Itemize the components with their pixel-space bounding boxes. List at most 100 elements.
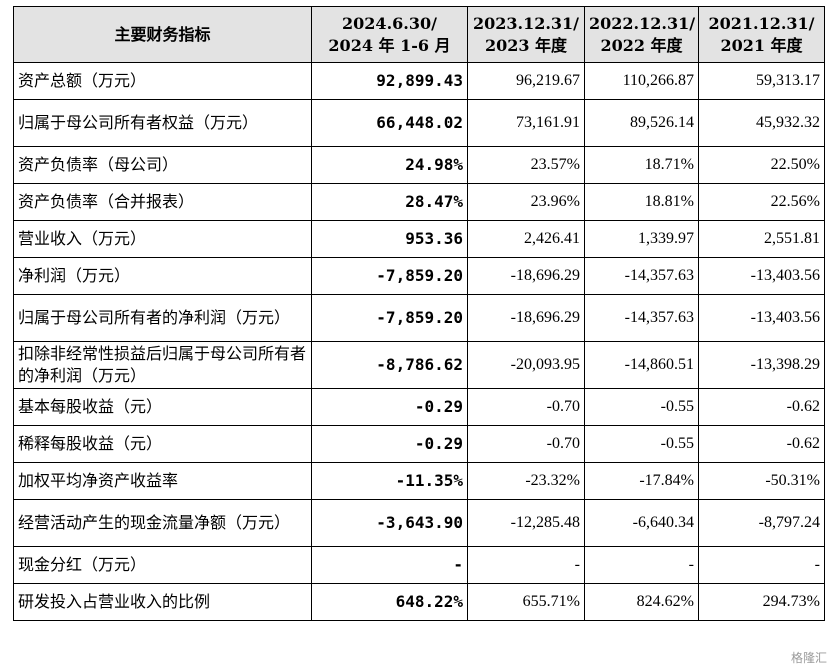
value-2024h1: 28.47%	[311, 183, 468, 221]
row-label: 资产总额（万元）	[13, 62, 312, 100]
header-text: 2022 年度	[600, 35, 683, 55]
value-2021: -	[698, 546, 825, 584]
value-2022: -14,357.63	[584, 257, 699, 295]
row-label: 现金分红（万元）	[13, 546, 312, 584]
row-label: 营业收入（万元）	[13, 220, 312, 258]
value-2022: -14,860.51	[584, 341, 699, 389]
value-2021: -50.31%	[698, 462, 825, 500]
value-2023: -23.32%	[467, 462, 585, 500]
watermark-logo: 格隆汇	[790, 651, 827, 665]
value-2021: -0.62	[698, 425, 825, 463]
value-2023: 655.71%	[467, 583, 585, 621]
table-row: 资产总额（万元） 92,899.43 96,219.67 110,266.87 …	[13, 62, 825, 100]
value-2024h1: -0.29	[311, 425, 468, 463]
row-label: 净利润（万元）	[13, 257, 312, 295]
value-2022: -0.55	[584, 425, 699, 463]
value-2024h1: -	[311, 546, 468, 584]
value-2021: 45,932.32	[698, 99, 825, 147]
value-2021: 2,551.81	[698, 220, 825, 258]
value-2022: 110,266.87	[584, 62, 699, 100]
header-period-2021: 2021.12.31/ 2021 年度	[698, 6, 825, 63]
value-2021: 59,313.17	[698, 62, 825, 100]
value-2024h1: -11.35%	[311, 462, 468, 500]
value-2023: 23.57%	[467, 146, 585, 184]
value-2022: -6,640.34	[584, 499, 699, 547]
value-2024h1: 66,448.02	[311, 99, 468, 147]
value-2022: 89,526.14	[584, 99, 699, 147]
value-2022: -14,357.63	[584, 294, 699, 342]
value-2021: -0.62	[698, 388, 825, 426]
value-2022: 824.62%	[584, 583, 699, 621]
row-label: 归属于母公司所有者权益（万元）	[13, 99, 312, 147]
value-2024h1: -3,643.90	[311, 499, 468, 547]
value-2021: -13,403.56	[698, 257, 825, 295]
table-row: 归属于母公司所有者权益（万元） 66,448.02 73,161.91 89,5…	[13, 99, 825, 147]
header-text: 2023 年度	[484, 35, 568, 55]
table-row: 资产负债率（合并报表） 28.47% 23.96% 18.81% 22.56%	[13, 183, 825, 221]
value-2023: -12,285.48	[467, 499, 585, 547]
value-2021: -13,398.29	[698, 341, 825, 389]
header-text: 2021.12.31/	[708, 13, 815, 33]
value-2023: 23.96%	[467, 183, 585, 221]
table-row: 现金分红（万元） - - - -	[13, 546, 825, 584]
value-2023: 73,161.91	[467, 99, 585, 147]
header-period-2024h1: 2024.6.30/ 2024 年 1-6 月	[311, 6, 468, 63]
header-text: 主要财务指标	[114, 24, 211, 44]
header-indicator: 主要财务指标	[13, 6, 312, 63]
row-label: 扣除非经常性损益后归属于母公司所有者的净利润（万元）	[13, 341, 312, 389]
value-2023: -0.70	[467, 425, 585, 463]
header-text: 2024 年 1-6 月	[328, 35, 451, 55]
header-period-2023: 2023.12.31/ 2023 年度	[467, 6, 585, 63]
value-2023: -0.70	[467, 388, 585, 426]
value-2024h1: 92,899.43	[311, 62, 468, 100]
value-2022: 1,339.97	[584, 220, 699, 258]
value-2023: -18,696.29	[467, 257, 585, 295]
row-label: 研发投入占营业收入的比例	[13, 583, 312, 621]
value-2022: -	[584, 546, 699, 584]
row-label: 资产负债率（母公司）	[13, 146, 312, 184]
value-2021: 22.50%	[698, 146, 825, 184]
table-row: 资产负债率（母公司） 24.98% 23.57% 18.71% 22.50%	[13, 146, 825, 184]
value-2023: -	[467, 546, 585, 584]
row-label: 归属于母公司所有者的净利润（万元）	[13, 294, 312, 342]
table-row: 净利润（万元） -7,859.20 -18,696.29 -14,357.63 …	[13, 257, 825, 295]
header-text: 2023.12.31/	[472, 13, 580, 33]
table-row: 经营活动产生的现金流量净额（万元） -3,643.90 -12,285.48 -…	[13, 499, 825, 547]
row-label: 资产负债率（合并报表）	[13, 183, 312, 221]
row-label: 基本每股收益（元）	[13, 388, 312, 426]
table-row: 归属于母公司所有者的净利润（万元） -7,859.20 -18,696.29 -…	[13, 294, 825, 342]
value-2021: 22.56%	[698, 183, 825, 221]
table-row: 研发投入占营业收入的比例 648.22% 655.71% 824.62% 294…	[13, 583, 825, 621]
header-text: 2022.12.31/	[589, 13, 696, 33]
value-2023: 2,426.41	[467, 220, 585, 258]
value-2024h1: -7,859.20	[311, 257, 468, 295]
value-2024h1: -7,859.20	[311, 294, 468, 342]
table-row: 营业收入（万元） 953.36 2,426.41 1,339.97 2,551.…	[13, 220, 825, 258]
header-period-2022: 2022.12.31/ 2022 年度	[584, 6, 699, 63]
value-2023: -18,696.29	[467, 294, 585, 342]
value-2024h1: 24.98%	[311, 146, 468, 184]
table-row: 扣除非经常性损益后归属于母公司所有者的净利润（万元） -8,786.62 -20…	[13, 341, 825, 389]
value-2024h1: 953.36	[311, 220, 468, 258]
table-row: 加权平均净资产收益率 -11.35% -23.32% -17.84% -50.3…	[13, 462, 825, 500]
value-2022: 18.81%	[584, 183, 699, 221]
value-2021: 294.73%	[698, 583, 825, 621]
value-2021: -13,403.56	[698, 294, 825, 342]
financial-indicators-table: 主要财务指标 2024.6.30/ 2024 年 1-6 月 2023.12.3…	[13, 6, 825, 621]
row-label: 加权平均净资产收益率	[13, 462, 312, 500]
header-text: 2024.6.30/	[342, 13, 437, 33]
value-2024h1: -8,786.62	[311, 341, 468, 389]
value-2024h1: -0.29	[311, 388, 468, 426]
value-2022: -17.84%	[584, 462, 699, 500]
header-row: 主要财务指标 2024.6.30/ 2024 年 1-6 月 2023.12.3…	[13, 6, 825, 63]
value-2022: 18.71%	[584, 146, 699, 184]
value-2024h1: 648.22%	[311, 583, 468, 621]
value-2021: -8,797.24	[698, 499, 825, 547]
value-2023: 96,219.67	[467, 62, 585, 100]
header-text: 2021 年度	[720, 35, 803, 55]
value-2022: -0.55	[584, 388, 699, 426]
table-row: 基本每股收益（元） -0.29 -0.70 -0.55 -0.62	[13, 388, 825, 426]
value-2023: -20,093.95	[467, 341, 585, 389]
row-label: 稀释每股收益（元）	[13, 425, 312, 463]
table-row: 稀释每股收益（元） -0.29 -0.70 -0.55 -0.62	[13, 425, 825, 463]
